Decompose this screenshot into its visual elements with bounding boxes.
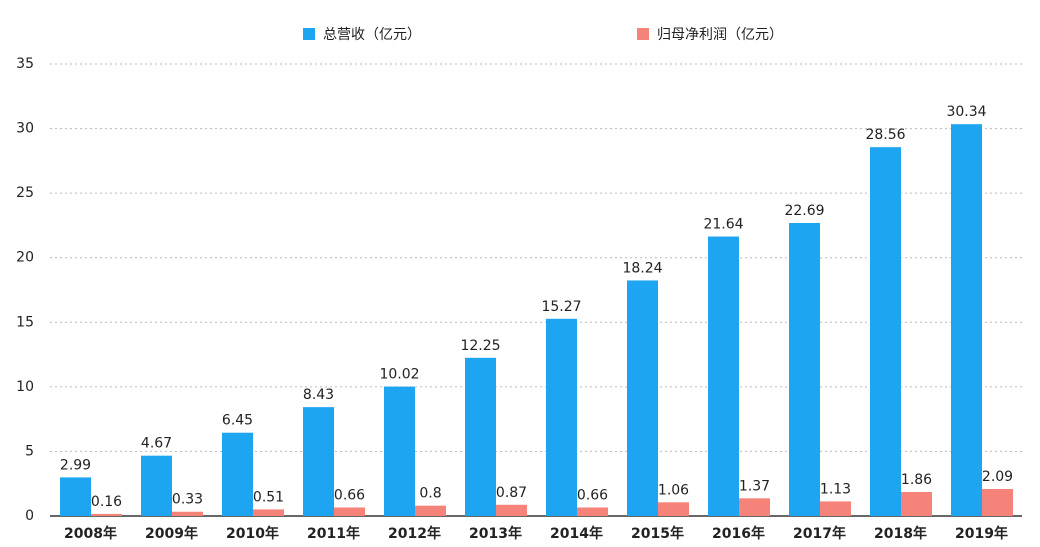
value-label: 0.16 [91,494,122,510]
value-label: 12.25 [460,338,500,354]
legend-label: 归母净利润（亿元） [657,26,783,43]
bar [901,491,932,516]
bar [708,236,739,516]
bar [820,501,851,516]
bar [870,147,901,516]
value-label: 1.06 [658,482,689,498]
bar [951,124,982,516]
y-tick-label: 5 [25,443,34,459]
value-label: 22.69 [784,203,824,219]
bar [222,432,253,516]
bar [789,222,820,516]
x-tick-label: 2018年 [874,525,927,542]
x-tick-label: 2016年 [712,525,765,542]
value-label: 0.66 [334,487,365,503]
value-label: 21.64 [703,217,743,233]
value-label: 1.13 [820,481,851,497]
value-label: 1.37 [739,478,770,494]
bar [91,513,122,516]
x-tick-label: 2011年 [307,525,360,542]
value-label: 0.51 [253,489,284,505]
x-tick-label: 2012年 [388,525,441,542]
value-label: 18.24 [622,260,662,276]
bar [658,502,689,516]
x-tick-label: 2013年 [469,525,522,542]
value-label: 30.34 [946,104,986,120]
value-label: 10.02 [379,367,419,383]
y-tick-label: 25 [16,185,34,201]
value-label: 28.56 [865,127,905,143]
bar [982,489,1013,516]
bar [172,511,203,516]
value-label: 0.87 [496,485,527,501]
value-label: 15.27 [541,299,581,315]
x-tick-label: 2014年 [550,525,603,542]
x-tick-label: 2009年 [145,525,198,542]
bar [627,280,658,516]
bar [415,505,446,516]
bar [60,477,91,516]
legend-swatch [637,28,649,40]
bar [465,357,496,516]
y-tick-label: 15 [16,314,34,330]
bar [384,386,415,516]
y-tick-label: 0 [25,508,34,524]
bar [141,455,172,516]
bar [253,509,284,516]
x-tick-label: 2015年 [631,525,684,542]
y-tick-label: 10 [16,379,34,395]
y-tick-label: 30 [16,121,34,137]
bar [577,507,608,516]
bar [546,318,577,516]
legend-swatch [303,28,315,40]
bar [496,504,527,516]
x-tick-label: 2008年 [64,525,117,542]
value-label: 0.8 [419,486,441,502]
value-label: 2.99 [60,457,91,473]
x-tick-label: 2010年 [226,525,279,542]
y-tick-label: 35 [16,56,34,72]
value-label: 4.67 [141,436,172,452]
x-tick-label: 2019年 [955,525,1008,542]
value-label: 2.09 [982,469,1013,485]
y-tick-label: 20 [16,250,34,266]
value-label: 1.86 [901,472,932,488]
value-label: 6.45 [222,413,253,429]
bar [739,498,770,516]
bar [303,407,334,516]
value-label: 0.66 [577,487,608,503]
bar [334,507,365,516]
legend-label: 总营收（亿元） [323,27,421,43]
x-tick-label: 2017年 [793,525,846,542]
value-label: 8.43 [303,387,334,403]
value-label: 0.33 [172,492,203,508]
